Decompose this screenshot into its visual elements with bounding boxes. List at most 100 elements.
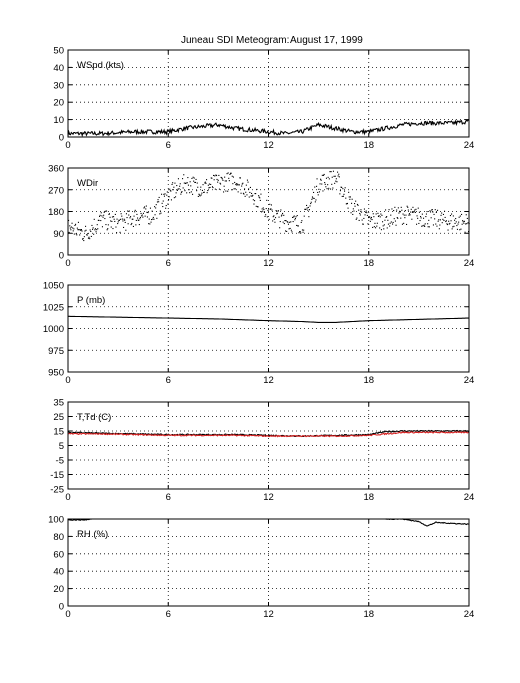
data-point — [69, 225, 71, 227]
data-point — [179, 183, 181, 185]
data-point — [390, 221, 392, 223]
data-point — [342, 195, 344, 197]
data-point — [413, 210, 415, 212]
y-tick-label: 180 — [48, 207, 64, 218]
data-point — [107, 224, 109, 226]
data-point — [123, 218, 125, 220]
data-point — [293, 215, 295, 217]
data-point — [97, 228, 99, 230]
data-point — [126, 217, 128, 219]
data-point — [200, 186, 202, 188]
data-point — [207, 184, 209, 186]
data-point — [303, 229, 305, 231]
data-point — [341, 186, 343, 188]
panel-4: 0 6 12 18 24 0 20 40 60 80 100 RH (%) — [48, 515, 474, 621]
y-tick-label: 15 — [53, 427, 64, 438]
data-point — [423, 224, 425, 226]
data-point — [296, 215, 298, 217]
data-point — [439, 224, 441, 226]
data-point — [459, 229, 461, 231]
data-point — [247, 181, 249, 183]
data-point — [268, 218, 270, 220]
data-point — [232, 176, 234, 178]
data-point — [103, 211, 105, 213]
data-point — [104, 218, 106, 220]
data-point — [314, 186, 316, 188]
data-point — [171, 183, 173, 185]
data-point — [110, 226, 112, 228]
data-point — [408, 214, 410, 216]
data-point — [441, 212, 443, 214]
data-point — [221, 178, 223, 180]
data-point — [414, 209, 416, 211]
data-point — [135, 219, 137, 221]
data-point — [337, 171, 339, 173]
data-point — [194, 181, 196, 183]
data-point — [188, 189, 190, 191]
data-point — [390, 214, 392, 216]
data-point — [355, 200, 357, 202]
data-point — [127, 210, 129, 212]
data-point — [369, 220, 371, 222]
data-point — [118, 219, 120, 221]
data-point — [464, 231, 466, 233]
data-point — [230, 172, 232, 174]
data-point — [138, 219, 140, 221]
data-point — [329, 171, 331, 173]
data-point — [418, 211, 420, 213]
data-point — [150, 221, 152, 223]
data-point — [175, 196, 177, 198]
data-point — [221, 177, 223, 179]
x-tick-label: 6 — [166, 375, 171, 386]
data-point — [296, 224, 298, 226]
data-point — [216, 178, 218, 180]
data-point — [69, 227, 71, 229]
data-point — [103, 214, 105, 216]
data-point — [227, 190, 229, 192]
series-line — [67, 429, 470, 438]
data-point — [398, 212, 400, 214]
data-point — [238, 184, 240, 186]
data-point — [358, 209, 360, 211]
data-point — [92, 227, 94, 229]
data-point — [365, 210, 367, 212]
data-point — [127, 223, 129, 225]
data-point — [268, 208, 270, 210]
data-point — [446, 223, 448, 225]
data-point — [151, 210, 153, 212]
data-point — [349, 198, 351, 200]
data-point — [235, 184, 237, 186]
data-point — [128, 214, 130, 216]
data-point — [428, 226, 430, 228]
data-point — [308, 216, 310, 218]
y-tick-label: -25 — [50, 485, 64, 496]
data-point — [377, 215, 379, 217]
data-point — [169, 188, 171, 190]
data-point — [265, 208, 267, 210]
data-point — [259, 197, 261, 199]
data-point — [420, 216, 422, 218]
data-point — [434, 209, 436, 211]
data-point — [378, 215, 380, 217]
data-point — [294, 219, 296, 221]
data-point — [458, 216, 460, 218]
data-point — [115, 226, 117, 228]
data-point — [95, 231, 97, 233]
data-point — [214, 188, 216, 190]
data-point — [307, 209, 309, 211]
data-point — [182, 178, 184, 180]
data-point — [359, 212, 361, 214]
panel-1: 0 6 12 18 24 0 90 180 270 360 WDir — [48, 164, 474, 270]
data-point — [109, 216, 111, 218]
x-tick-label: 18 — [363, 375, 374, 386]
y-tick-label: 30 — [53, 80, 64, 91]
data-point — [367, 223, 369, 225]
data-point — [108, 213, 110, 215]
data-point — [68, 219, 70, 221]
data-point — [106, 210, 108, 212]
x-tick-label: 24 — [464, 609, 475, 620]
data-point — [404, 217, 406, 219]
data-point — [113, 218, 115, 220]
data-point — [435, 223, 437, 225]
data-point — [301, 220, 303, 222]
